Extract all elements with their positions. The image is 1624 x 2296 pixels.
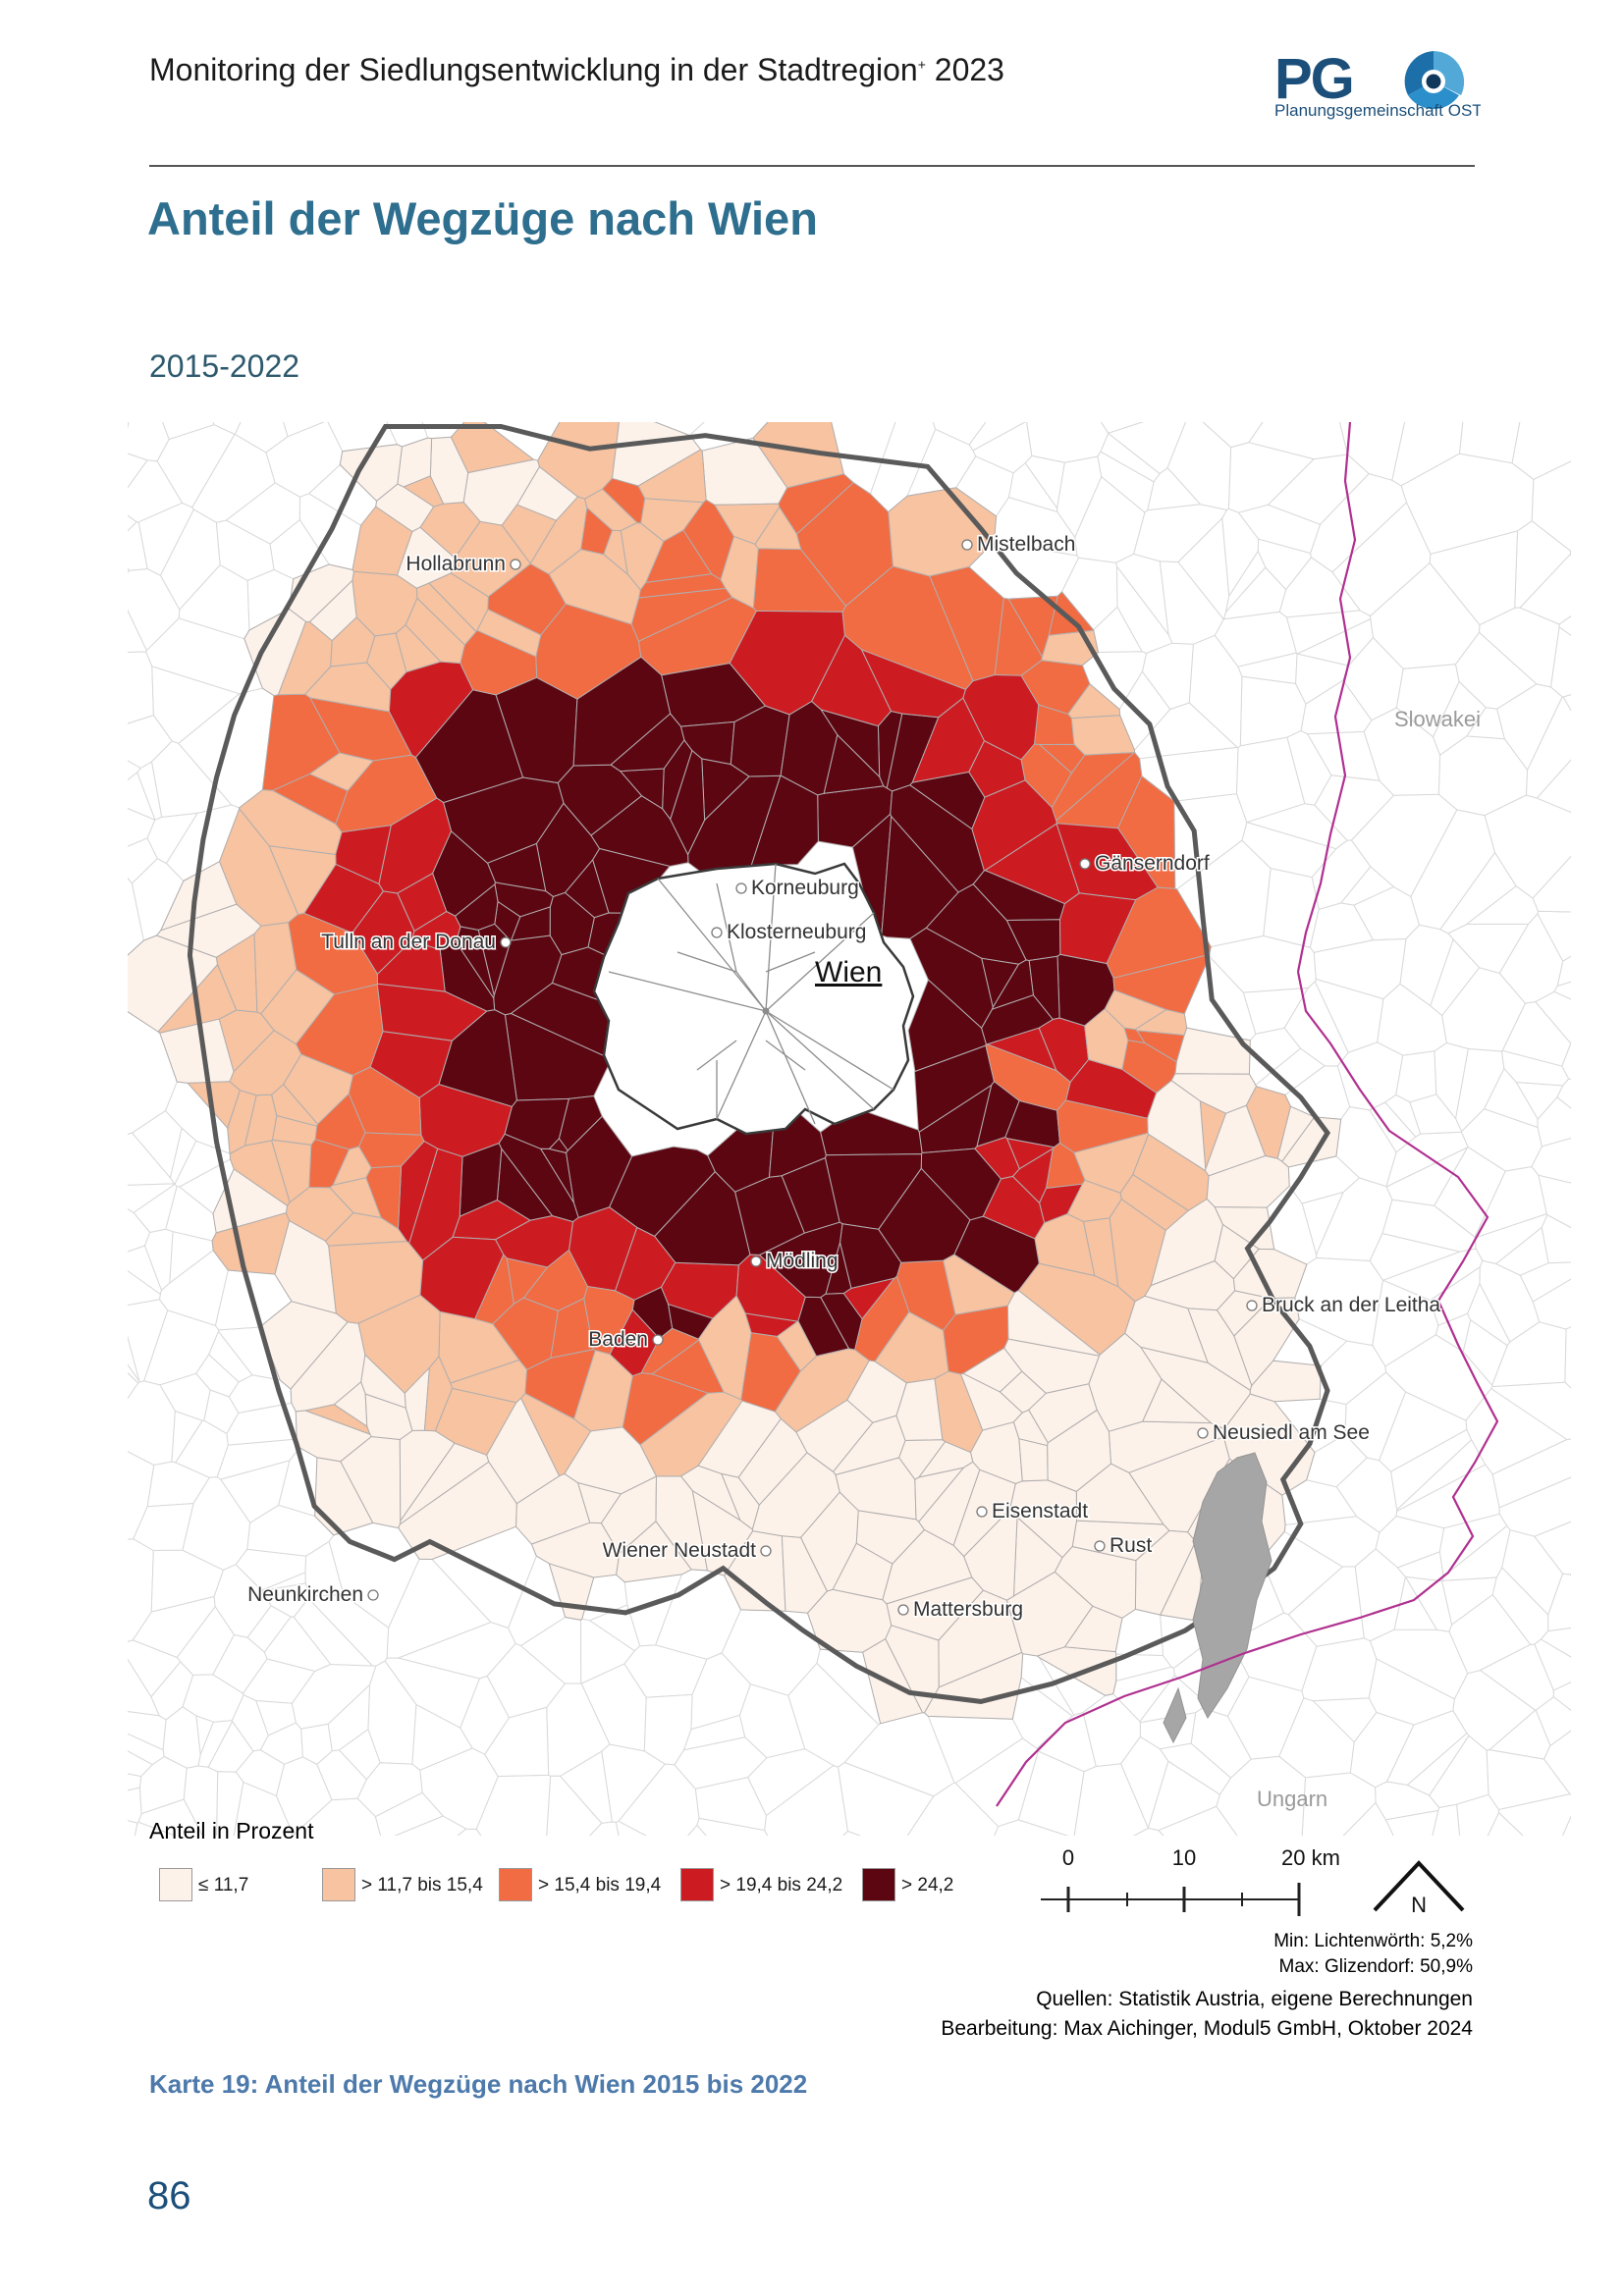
svg-text:Ungarn: Ungarn	[1257, 1787, 1327, 1811]
svg-text:10: 10	[1172, 1845, 1196, 1870]
svg-text:Mödling: Mödling	[766, 1250, 839, 1272]
svg-text:Neusiedl am See: Neusiedl am See	[1213, 1421, 1370, 1444]
svg-text:Hollabrunn: Hollabrunn	[406, 553, 506, 575]
svg-text:0: 0	[1062, 1845, 1074, 1870]
svg-text:20 km: 20 km	[1281, 1845, 1340, 1870]
svg-text:Wiener Neustadt: Wiener Neustadt	[603, 1539, 757, 1562]
svg-text:Mattersburg: Mattersburg	[913, 1598, 1023, 1621]
svg-text:Bruck an der Leitha: Bruck an der Leitha	[1262, 1294, 1440, 1316]
svg-text:Korneuburg: Korneuburg	[751, 877, 859, 899]
svg-text:Wien: Wien	[815, 956, 882, 988]
svg-text:N: N	[1411, 1893, 1427, 1917]
svg-text:Gänserndorf: Gänserndorf	[1095, 852, 1210, 875]
svg-text:Rust: Rust	[1110, 1534, 1152, 1557]
svg-text:Tulln an der Donau: Tulln an der Donau	[321, 931, 496, 953]
svg-text:Planungsgemeinschaft OST: Planungsgemeinschaft OST	[1274, 101, 1481, 120]
svg-text:Mistelbach: Mistelbach	[977, 533, 1075, 556]
svg-text:Slowakei: Slowakei	[1394, 707, 1481, 731]
svg-text:Eisenstadt: Eisenstadt	[992, 1500, 1088, 1522]
svg-text:Neunkirchen: Neunkirchen	[247, 1583, 363, 1606]
svg-text:Baden: Baden	[588, 1328, 648, 1351]
svg-text:Klosterneuburg: Klosterneuburg	[727, 921, 866, 943]
